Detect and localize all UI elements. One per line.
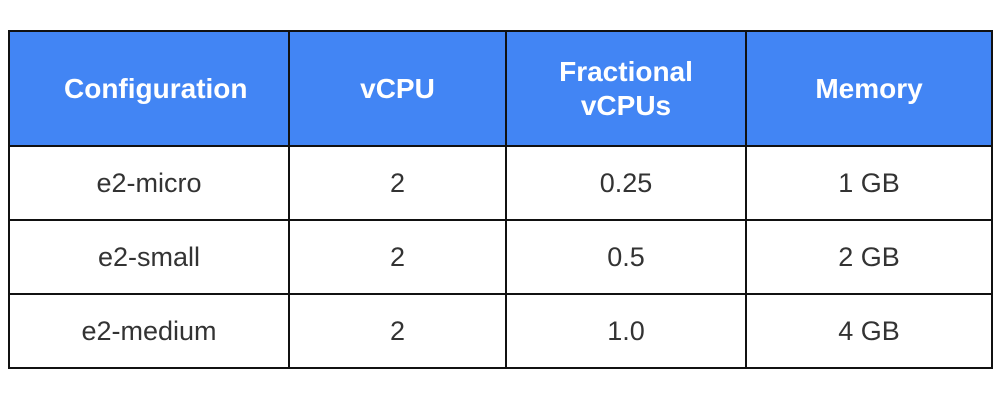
table-cell: 2 — [288, 219, 507, 295]
table-cell: 2 — [288, 145, 507, 221]
table-cell: e2-medium — [8, 293, 290, 369]
header-text: Fractional vCPUs — [559, 55, 693, 121]
header-cell: Memory — [745, 30, 993, 147]
table-cell: 0.5 — [505, 219, 747, 295]
table-cell: 2 GB — [745, 219, 993, 295]
spec-table: Configuration vCPU Fractional vCPUs Memory … — [8, 30, 993, 369]
header-cell: vCPU — [288, 30, 507, 147]
header-text: vCPU — [360, 72, 435, 104]
table-cell: 0.25 — [505, 145, 747, 221]
header-text: Memory — [815, 72, 923, 104]
header-row: Configuration vCPU Fractional vCPUs Memory — [8, 30, 993, 147]
table-row: e2-medium 2 1.0 4 GB — [8, 293, 993, 369]
table-body: e2-micro 2 0.25 1 GB e2-small 2 0.5 2 GB e2-medi… — [8, 145, 993, 369]
header-cell: Configuration — [8, 30, 290, 147]
header-cell: Fractional vCPUs — [505, 30, 747, 147]
table-header: Configuration vCPU Fractional vCPUs Memory — [8, 30, 993, 147]
table-cell: 4 GB — [745, 293, 993, 369]
table-cell: e2-micro — [8, 145, 290, 221]
table-cell: e2-small — [8, 219, 290, 295]
table-row: e2-micro 2 0.25 1 GB — [8, 145, 993, 221]
table-cell: 1.0 — [505, 293, 747, 369]
header-text: Configuration — [64, 72, 248, 104]
table-cell: 1 GB — [745, 145, 993, 221]
table-row: e2-small 2 0.5 2 GB — [8, 219, 993, 295]
table-cell: 2 — [288, 293, 507, 369]
